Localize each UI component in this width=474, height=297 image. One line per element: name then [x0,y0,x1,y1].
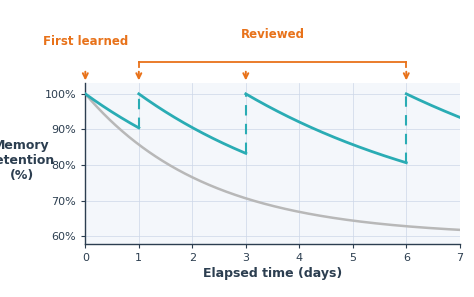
X-axis label: Elapsed time (days): Elapsed time (days) [203,267,342,280]
Y-axis label: Memory
retention
(%): Memory retention (%) [0,139,55,182]
Text: Reviewed: Reviewed [240,29,305,42]
Text: First learned: First learned [43,35,128,48]
